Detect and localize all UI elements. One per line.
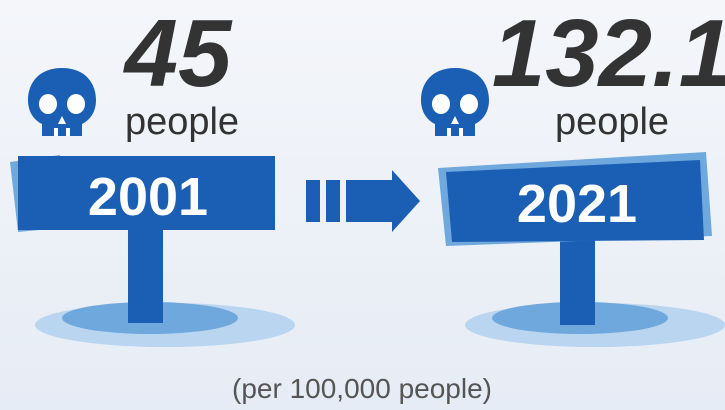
sign-post	[560, 238, 595, 325]
arrow	[326, 180, 340, 222]
year: 2001	[88, 167, 208, 227]
year: 2021	[517, 174, 637, 234]
value: 132.1	[492, 0, 725, 107]
value: 45	[123, 0, 233, 107]
unit: people	[125, 101, 239, 143]
infographic: 45 people 2001 132.1 people 2021 (per 10…	[0, 0, 725, 410]
arrow	[306, 180, 320, 222]
unit: people	[555, 101, 669, 143]
footnote: (per 100,000 people)	[232, 373, 492, 404]
page: {"items": [ {"value": "45", "unit": "peo…	[0, 0, 725, 410]
sign-post	[128, 228, 163, 323]
